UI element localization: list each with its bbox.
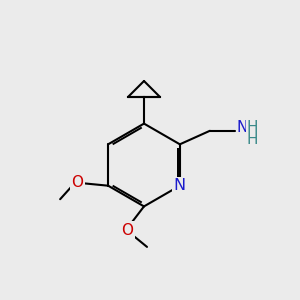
- Text: N: N: [174, 178, 186, 193]
- Text: H: H: [247, 120, 258, 135]
- Text: O: O: [122, 223, 134, 238]
- Text: N: N: [237, 120, 248, 135]
- Text: O: O: [71, 175, 83, 190]
- Text: H: H: [247, 132, 258, 147]
